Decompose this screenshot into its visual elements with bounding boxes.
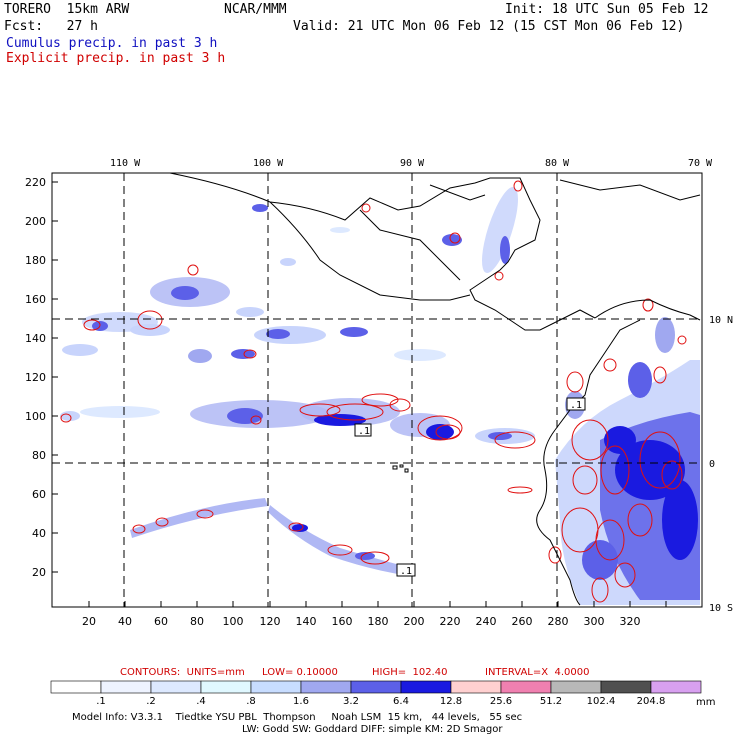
colorbar-swatch <box>200 680 252 694</box>
x-tick-label: 60 <box>154 615 168 628</box>
model-name: TORERO 15km ARW <box>4 2 130 17</box>
colorbar-swatch <box>300 680 352 694</box>
y-tick-label: 120 <box>25 371 46 384</box>
y-tick-labels: 220 200 180 160 140 120 100 80 60 40 20 <box>25 176 46 579</box>
coastlines <box>169 172 701 606</box>
colorbar-label: 25.6 <box>489 696 513 707</box>
colorbar-label: 102.4 <box>586 696 616 707</box>
contour-high: HIGH= 102.40 <box>372 667 448 678</box>
x-tick-label: 220 <box>440 615 461 628</box>
x-tick-label: 40 <box>118 615 132 628</box>
x-tick-label: 280 <box>548 615 569 628</box>
y-tick-label: 20 <box>32 566 46 579</box>
colorbar-unit: mm <box>696 697 716 708</box>
lat-label-0: 0 <box>709 459 715 470</box>
y-tick-label: 220 <box>25 176 46 189</box>
colorbar-swatch <box>150 680 202 694</box>
colorbar-swatch <box>50 680 102 694</box>
y-tick-label: 60 <box>32 488 46 501</box>
model-physics: LW: Godd SW: Goddard DIFF: simple KM: 2D… <box>242 724 503 735</box>
colorbar-swatch <box>450 680 502 694</box>
x-tick-labels: 20 40 60 80 100 120 140 160 180 200 220 … <box>82 615 641 628</box>
contour-box-labels: .1 .1 .1 <box>354 397 586 577</box>
lon-label-100w: 100 W <box>253 158 284 169</box>
colorbar-swatch <box>100 680 152 694</box>
axis-ticks <box>52 181 667 607</box>
colorbar-label: .4 <box>196 696 206 707</box>
y-tick-label: 180 <box>25 254 46 267</box>
x-tick-label: 120 <box>260 615 281 628</box>
colorbar-swatch <box>400 680 452 694</box>
contour-units: CONTOURS: UNITS=mm <box>120 667 245 678</box>
cumulus-legend: Cumulus precip. in past 3 h <box>6 36 218 51</box>
lon-labels: 110 W 100 W 90 W 80 W 70 W <box>110 158 713 169</box>
org-label: NCAR/MMM <box>224 2 287 17</box>
x-tick-label: 320 <box>620 615 641 628</box>
colorbar-swatch <box>500 680 552 694</box>
y-tick-label: 100 <box>25 410 46 423</box>
lat-label-10n: 10 N <box>709 315 733 326</box>
lat-label-10s: 10 S <box>709 603 733 614</box>
colorbar-label: .8 <box>246 696 256 707</box>
explicit-precip-contours <box>60 180 687 603</box>
y-tick-label: 40 <box>32 527 46 540</box>
model-info: Model Info: V3.3.1 Tiedtke YSU PBL Thomp… <box>72 712 523 723</box>
y-tick-label: 140 <box>25 332 46 345</box>
y-tick-label: 80 <box>32 449 46 462</box>
colorbar <box>50 680 702 694</box>
colorbar-label: 3.2 <box>343 696 359 707</box>
colorbar-swatch <box>550 680 602 694</box>
x-tick-label: 300 <box>584 615 605 628</box>
colorbar-label: 51.2 <box>539 696 563 707</box>
lat-labels: 10 N 0 10 S <box>709 315 733 614</box>
explicit-legend: Explicit precip. in past 3 h <box>6 51 226 66</box>
map-frame <box>51 172 703 608</box>
x-tick-label: 140 <box>296 615 317 628</box>
x-tick-label: 180 <box>368 615 389 628</box>
lon-label-80w: 80 W <box>545 158 570 169</box>
colorbar-label: .1 <box>96 696 106 707</box>
init-time: Init: 18 UTC Sun 05 Feb 12 <box>505 2 709 17</box>
colorbar-label: 12.8 <box>439 696 463 707</box>
x-tick-label: 100 <box>223 615 244 628</box>
lon-label-90w: 90 W <box>400 158 425 169</box>
colorbar-label: 1.6 <box>293 696 309 707</box>
x-tick-label: 160 <box>332 615 353 628</box>
x-tick-label: 240 <box>476 615 497 628</box>
lat-lon-grid <box>52 173 702 607</box>
y-tick-label: 160 <box>25 293 46 306</box>
colorbar-label: .2 <box>146 696 156 707</box>
colorbar-swatch <box>600 680 652 694</box>
contour-low: LOW= 0.10000 <box>262 667 338 678</box>
x-tick-label: 200 <box>404 615 425 628</box>
colorbar-swatch <box>250 680 302 694</box>
lon-label-70w: 70 W <box>688 158 713 169</box>
valid-time: Valid: 21 UTC Mon 06 Feb 12 (15 CST Mon … <box>293 19 685 34</box>
colorbar-label: 204.8 <box>636 696 666 707</box>
x-tick-label: 20 <box>82 615 96 628</box>
x-tick-label: 80 <box>190 615 204 628</box>
forecast-hour: Fcst: 27 h <box>4 19 98 34</box>
colorbar-swatch <box>350 680 402 694</box>
y-tick-label: 200 <box>25 215 46 228</box>
x-tick-label: 260 <box>512 615 533 628</box>
contour-interval: INTERVAL=X 4.0000 <box>485 667 590 678</box>
box-label-2: .1 <box>358 426 370 437</box>
box-label-1: .1 <box>570 400 582 411</box>
colorbar-label: 6.4 <box>393 696 409 707</box>
lon-label-110w: 110 W <box>110 158 141 169</box>
colorbar-swatch <box>650 680 702 694</box>
box-label-3: .1 <box>400 566 412 577</box>
